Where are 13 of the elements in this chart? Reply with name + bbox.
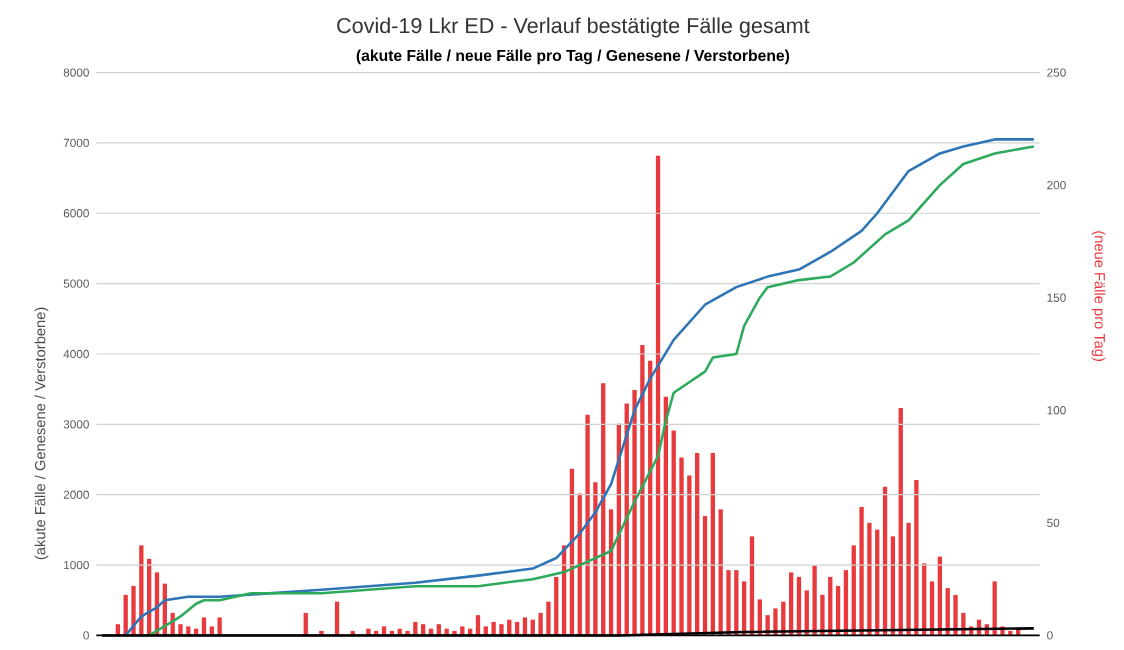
bar [640, 345, 645, 636]
bar [859, 507, 864, 636]
bar [554, 577, 559, 636]
bar [812, 566, 817, 636]
bar [585, 415, 590, 636]
bar [898, 408, 903, 636]
chart-title: Covid-19 Lkr ED - Verlauf bestätigte Fälle gesamt [337, 17, 810, 38]
bar [710, 453, 715, 636]
bar [734, 570, 739, 636]
bar [671, 430, 676, 636]
bar [914, 480, 919, 636]
bar [695, 453, 700, 636]
bar [953, 595, 958, 636]
